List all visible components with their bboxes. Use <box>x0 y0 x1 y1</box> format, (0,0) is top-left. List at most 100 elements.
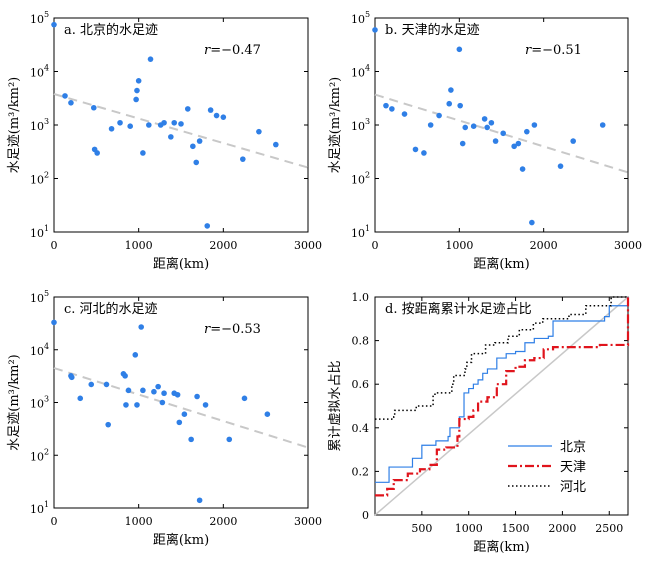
data-point <box>599 122 606 128</box>
data-point <box>470 123 477 129</box>
data-point <box>51 319 57 326</box>
y-tick-exponent: 1 <box>365 224 370 233</box>
y-tick-exponent: 3 <box>365 117 370 126</box>
correlation-var: r <box>204 43 211 58</box>
y-tick-base: 10 <box>30 67 44 80</box>
y-tick-label: 102 <box>351 171 370 187</box>
y-tick-label: 0.2 <box>352 465 370 478</box>
x-tick-label: 3000 <box>294 515 322 528</box>
x-tick-label: 2000 <box>209 515 237 528</box>
data-point <box>196 497 203 504</box>
y-tick-label: 105 <box>30 10 49 26</box>
y-tick-label: 105 <box>351 10 370 26</box>
y-tick-exponent: 5 <box>44 10 49 19</box>
y-tick-label: 102 <box>30 171 49 187</box>
data-point <box>456 46 463 53</box>
data-point <box>62 93 68 99</box>
panel-d: 0 0.2 0.4 0.6 0.8 1.0 500 1000 1500 2000 2500 d. 按距… <box>328 291 630 555</box>
y-tick-exponent: 5 <box>44 289 49 298</box>
y-tick-label: 0.6 <box>352 378 370 391</box>
correlation-value: =−0.51 <box>531 43 582 58</box>
x-axis-label: 距离(km) <box>153 256 209 272</box>
x-tick-label: 3000 <box>294 239 322 252</box>
data-point <box>481 116 488 122</box>
data-point <box>519 166 526 172</box>
data-point <box>557 163 564 169</box>
data-point <box>188 436 194 443</box>
series-line-1 <box>375 297 630 497</box>
y-tick-label: 101 <box>30 500 49 516</box>
correlation-var: r <box>204 322 211 337</box>
x-tick-label: 2500 <box>595 522 623 535</box>
data-point <box>134 87 140 94</box>
data-point <box>264 411 271 418</box>
data-point <box>194 393 200 400</box>
data-point <box>240 156 246 162</box>
y-tick-label: 103 <box>30 395 49 411</box>
data-point <box>77 395 84 402</box>
correlation-value: =−0.47 <box>210 43 261 58</box>
y-tick-label: 101 <box>30 224 49 240</box>
plot-frame <box>374 17 629 233</box>
y-tick-label: 0.8 <box>352 335 370 348</box>
data-point <box>184 106 191 112</box>
x-axis-label: 距离(km) <box>473 256 529 272</box>
data-point <box>220 114 227 120</box>
data-point <box>515 140 522 147</box>
y-tick-label: 1.0 <box>352 291 370 304</box>
data-point <box>500 130 506 137</box>
data-point <box>103 381 110 388</box>
y-tick-exponent: 4 <box>44 64 49 73</box>
y-tick-label: 0.4 <box>352 422 370 435</box>
y-tick-base: 10 <box>30 120 44 133</box>
data-point <box>204 223 211 229</box>
correlation-label: r=−0.53 <box>204 322 261 337</box>
data-point <box>459 140 466 147</box>
data-point <box>122 373 128 379</box>
y-tick-exponent: 2 <box>44 171 49 180</box>
y-tick-exponent: 3 <box>44 395 49 404</box>
y-tick-base: 10 <box>30 398 44 411</box>
y-axis-label: 累计虚拟水占比 <box>328 360 343 451</box>
data-point <box>462 124 469 131</box>
legend-label-0: 北京 <box>560 440 586 455</box>
y-tick-base: 10 <box>30 227 44 240</box>
data-point <box>401 111 408 117</box>
y-tick-base: 10 <box>30 174 44 187</box>
data-point <box>125 387 132 394</box>
x-tick-label: 0 <box>51 239 58 252</box>
y-tick-exponent: 4 <box>365 64 370 73</box>
correlation-value: =−0.53 <box>210 322 261 337</box>
data-point <box>108 125 115 132</box>
data-point <box>155 383 161 390</box>
y-tick-label: 101 <box>351 224 370 240</box>
data-point <box>213 112 220 119</box>
y-tick-base: 10 <box>30 450 44 463</box>
data-point <box>190 143 196 150</box>
data-point <box>256 128 262 135</box>
x-axis-label: 距离(km) <box>153 532 209 548</box>
y-axis-label: 水足迹(m³/km²) <box>7 77 22 173</box>
y-tick-base: 10 <box>30 292 44 305</box>
data-point <box>140 387 146 394</box>
y-tick-exponent: 5 <box>365 10 370 19</box>
data-point <box>241 395 248 402</box>
data-point <box>273 141 279 148</box>
data-point <box>196 138 203 144</box>
y-tick-exponent: 2 <box>365 171 370 180</box>
data-point <box>412 146 419 153</box>
x-tick-label: 1500 <box>502 522 530 535</box>
data-point <box>226 436 233 443</box>
y-tick-exponent: 4 <box>44 342 49 351</box>
legend-label-1: 天津 <box>560 460 586 475</box>
correlation-label: r=−0.51 <box>525 43 582 58</box>
data-point <box>484 124 490 131</box>
data-point <box>529 219 535 226</box>
data-point <box>421 150 427 156</box>
data-point <box>176 419 183 426</box>
data-point <box>105 421 111 428</box>
data-point <box>178 121 184 127</box>
